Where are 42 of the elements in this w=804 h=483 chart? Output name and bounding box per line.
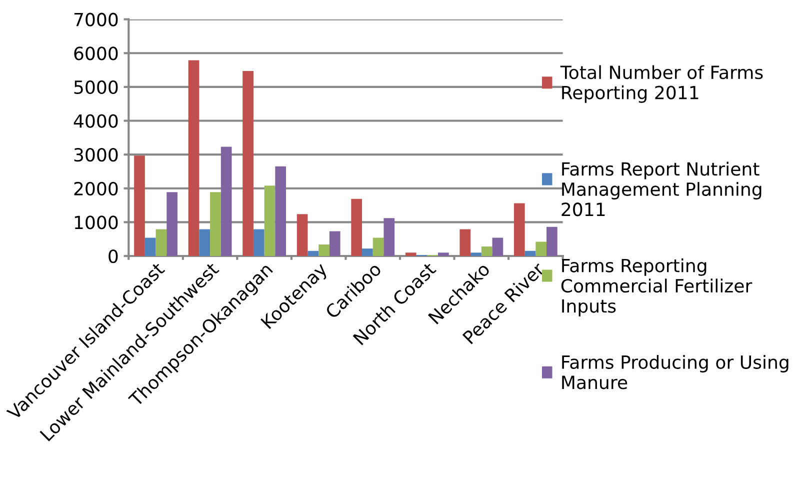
legend-label: Farms Producing or Using Manure [562, 355, 788, 390]
bar [546, 226, 558, 256]
bar [470, 252, 482, 256]
bar [384, 218, 395, 256]
bar [372, 238, 384, 256]
legend-label: Farms Report Nutrient Management Planning 2011 [562, 162, 762, 216]
legend-label: Farms Reporting Commercial Fertilizer Inputs [561, 258, 752, 316]
bar [405, 252, 416, 256]
bar [134, 156, 145, 256]
bar [329, 231, 340, 256]
bar [362, 248, 373, 256]
y-tick-label: 4000 [74, 114, 118, 128]
legend-label: Total Number of Farms Reporting 2011 [560, 65, 763, 103]
bar [275, 166, 286, 256]
y-tick-label: 5000 [74, 80, 118, 94]
bar [492, 238, 504, 256]
bar [308, 250, 319, 256]
y-tick-label: 1000 [74, 216, 118, 230]
bar [156, 229, 167, 256]
bar [210, 192, 221, 256]
y-tick-label: 3000 [74, 148, 118, 162]
bar [536, 242, 547, 256]
bar [264, 186, 276, 256]
bar [242, 71, 254, 256]
bar [481, 246, 492, 256]
bar [524, 250, 536, 256]
bar [166, 192, 178, 256]
y-tick-label: 2000 [74, 182, 118, 196]
y-tick-label: 0 [108, 249, 118, 264]
bar [351, 198, 362, 256]
bar [296, 214, 308, 256]
y-tick-label: 6000 [74, 46, 118, 60]
bar [144, 238, 156, 256]
bar [199, 229, 210, 256]
bar [514, 203, 525, 256]
bar [318, 244, 330, 256]
y-tick-label: 7000 [74, 12, 118, 26]
bar [253, 229, 264, 256]
bar [438, 252, 449, 256]
bar [220, 146, 232, 256]
bar [460, 229, 471, 256]
bar [188, 60, 200, 256]
